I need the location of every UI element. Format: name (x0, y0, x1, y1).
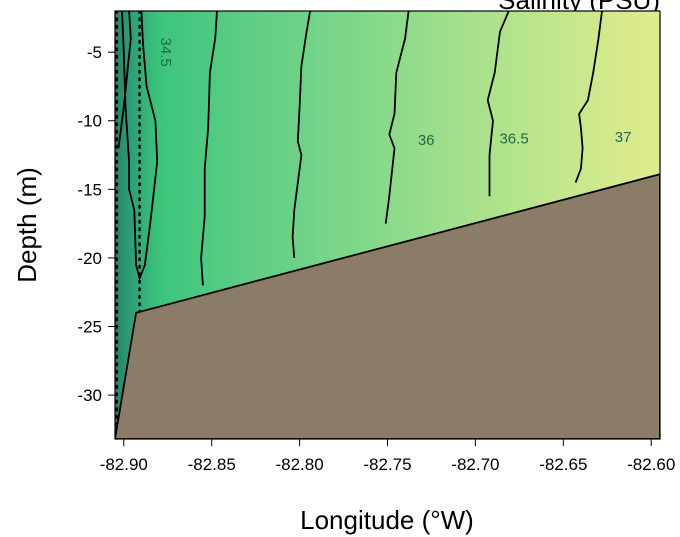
contour-line-36-5 (486, 11, 510, 197)
x-tick-label: -82.75 (363, 455, 411, 474)
contour-label-36: 36 (418, 132, 435, 149)
y-tick-label: -15 (77, 180, 102, 199)
y-tick-label: -5 (87, 43, 102, 62)
contour-label-34-5: 34.5 (157, 38, 174, 67)
contour-label-37: 37 (615, 129, 632, 146)
x-tick-label: -82.65 (539, 455, 587, 474)
x-tick-label: -82.60 (627, 455, 675, 474)
x-tick-label: -82.70 (451, 455, 499, 474)
y-axis-title: Depth (m) (12, 167, 42, 283)
contour-line-35 (200, 11, 218, 286)
x-tick-label: -82.80 (275, 455, 323, 474)
y-tick-label: -10 (77, 112, 102, 131)
contour-label-36-5: 36.5 (499, 131, 528, 148)
contour-line-34 (117, 11, 132, 149)
y-axis: -5 -10 -15 -20 -25 -30 (77, 43, 115, 405)
bathymetry-polygon (115, 173, 660, 439)
contour-line-34-5 (121, 11, 159, 282)
y-tick-label: -30 (77, 386, 102, 405)
contour-line-37 (574, 11, 603, 183)
x-axis-title: Longitude (°W) (300, 505, 474, 535)
x-tick-label: -82.90 (100, 455, 148, 474)
x-axis: -82.90 -82.85 -82.80 -82.75 -82.70 -82.65 -82.… (100, 439, 675, 474)
x-tick-label: -82.85 (188, 455, 236, 474)
y-tick-label: -25 (77, 318, 102, 337)
contour-line-35-5 (291, 11, 311, 258)
contour-labels: 34.5 36 36.5 37 (157, 38, 631, 149)
contour-line-36 (384, 11, 410, 224)
y-tick-label: -20 (77, 249, 102, 268)
contour-lines (117, 11, 603, 286)
